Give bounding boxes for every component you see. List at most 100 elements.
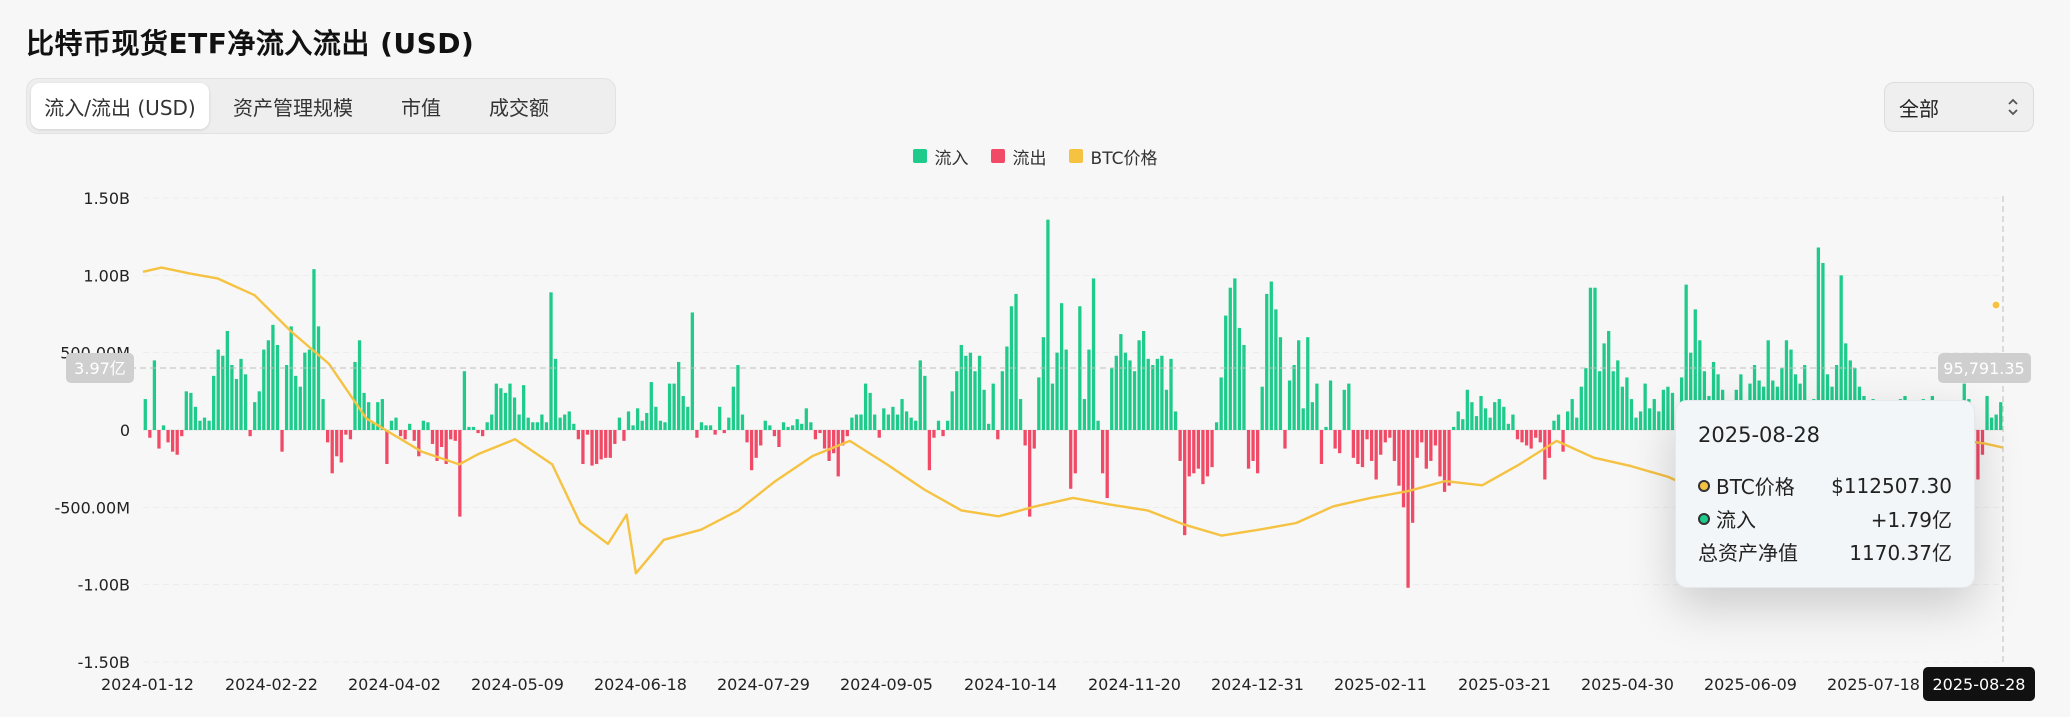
y-tick-label: 1.00B bbox=[83, 266, 130, 285]
outflow-bar bbox=[836, 430, 840, 477]
inflow-bar bbox=[968, 352, 973, 430]
inflow-bar bbox=[216, 349, 220, 430]
inflow-bar bbox=[1652, 399, 1656, 430]
inflow-bar bbox=[1018, 399, 1023, 430]
legend-item-outflow[interactable]: 流出 bbox=[990, 144, 1047, 169]
inflow-bar bbox=[1999, 402, 2003, 430]
inflow-bar bbox=[1593, 287, 1597, 430]
legend-label-inflow: 流入 bbox=[934, 148, 969, 169]
outflow-bar bbox=[1319, 430, 1324, 465]
inflow-bar bbox=[677, 361, 681, 430]
inflow-bar bbox=[1169, 358, 1173, 430]
tab-flows[interactable]: 流入/流出 (USD) bbox=[31, 83, 209, 129]
time-range-select[interactable]: 全部 bbox=[1884, 82, 2034, 132]
outflow-bar bbox=[1410, 430, 1415, 523]
inflow-bar bbox=[303, 352, 307, 430]
inflow-bar bbox=[854, 414, 859, 430]
inflow-bar bbox=[471, 426, 476, 430]
inflow-bar bbox=[950, 391, 954, 430]
tooltip-row-net-assets: 总资产净值 1170.37亿 bbox=[1698, 535, 1952, 568]
inflow-bar bbox=[736, 365, 740, 430]
inflow-bar bbox=[558, 417, 562, 430]
inflow-bar bbox=[1306, 337, 1310, 430]
outflow-bar bbox=[1032, 430, 1036, 449]
inflow-bar bbox=[143, 399, 147, 430]
outflow-bar bbox=[608, 430, 612, 458]
inflow-bar bbox=[1511, 414, 1515, 430]
outflow-bar bbox=[1100, 430, 1105, 474]
inflow-bar bbox=[1597, 371, 1602, 430]
inflow-bar bbox=[955, 371, 959, 430]
inflow-bar bbox=[1064, 349, 1068, 430]
tooltip-value-btc-price: $112507.30 bbox=[1831, 473, 1952, 498]
inflow-bar bbox=[567, 411, 571, 430]
inflow-bar bbox=[790, 425, 795, 430]
inflow-bar bbox=[945, 420, 950, 430]
inflow-dot-icon bbox=[1698, 512, 1710, 525]
x-tick-label: 2024-12-31 bbox=[1211, 675, 1304, 694]
outflow-bar bbox=[166, 430, 170, 443]
outflow-bar bbox=[248, 430, 252, 437]
outflow-bar bbox=[1397, 430, 1401, 486]
tab-market-cap[interactable]: 市值 bbox=[401, 95, 441, 120]
outflow-bar bbox=[157, 430, 161, 449]
inflow-bar bbox=[800, 423, 804, 430]
inflow-bar bbox=[1132, 371, 1137, 430]
outflow-bar bbox=[759, 430, 763, 446]
inflow-bar bbox=[1711, 361, 1716, 430]
legend-item-btc-price[interactable]: BTC价格 bbox=[1068, 144, 1158, 169]
crosshair-left-label: 3.97亿 bbox=[74, 359, 126, 378]
inflow-bar bbox=[1224, 315, 1228, 430]
inflow-bar bbox=[1848, 360, 1852, 430]
inflow-bar bbox=[1260, 386, 1264, 430]
outflow-bar bbox=[1424, 430, 1428, 469]
legend-label-outflow: 流出 bbox=[1012, 148, 1047, 169]
inflow-bar bbox=[859, 414, 863, 430]
inflow-bar bbox=[526, 417, 530, 430]
inflow-bar bbox=[544, 422, 549, 430]
outflow-bar bbox=[1073, 430, 1077, 474]
outflow-bar bbox=[280, 430, 284, 452]
outflow-bar bbox=[175, 430, 179, 455]
legend-label-btc-price: BTC价格 bbox=[1090, 148, 1158, 169]
inflow-bar bbox=[686, 406, 690, 430]
inflow-bar bbox=[1014, 293, 1018, 430]
outflow-bar bbox=[480, 430, 485, 437]
outflow-bar bbox=[1538, 430, 1542, 443]
inflow-bar bbox=[490, 414, 494, 430]
inflow-bar bbox=[1474, 416, 1479, 430]
inflow-bar bbox=[900, 399, 904, 430]
inflow-bar bbox=[895, 414, 900, 430]
tab-aum[interactable]: 资产管理规模 bbox=[233, 95, 353, 120]
inflow-bar bbox=[982, 389, 986, 430]
outflow-bar bbox=[1438, 430, 1442, 477]
inflow-bar bbox=[1055, 352, 1059, 430]
outflow-bar bbox=[1201, 430, 1205, 485]
btc-price-marker bbox=[1991, 300, 2001, 310]
inflow-bar bbox=[868, 392, 872, 430]
inflow-bar bbox=[1050, 383, 1055, 430]
inflow-bar bbox=[1278, 337, 1283, 430]
inflow-bar bbox=[886, 414, 891, 430]
tab-volume[interactable]: 成交额 bbox=[489, 95, 549, 120]
outflow-bar bbox=[932, 430, 936, 438]
inflow-bar bbox=[918, 360, 922, 430]
x-tick-label: 2024-09-05 bbox=[840, 675, 933, 694]
crosshair-right-label-bg bbox=[1938, 353, 2031, 383]
inflow-bar bbox=[1556, 414, 1561, 430]
inflow-bar bbox=[243, 374, 248, 430]
outflow-bar bbox=[713, 430, 717, 435]
outflow-bar bbox=[813, 430, 818, 440]
outflow-bar bbox=[1524, 430, 1529, 446]
legend-item-inflow[interactable]: 流入 bbox=[912, 144, 969, 169]
inflow-bar bbox=[1839, 275, 1843, 430]
outflow-bar bbox=[1447, 430, 1451, 486]
inflow-bar bbox=[161, 425, 166, 430]
inflow-bar bbox=[1620, 386, 1624, 430]
outflow-bar bbox=[444, 430, 448, 465]
inflow-bar bbox=[275, 344, 280, 430]
inflow-bar bbox=[1693, 309, 1697, 430]
inflow-bar bbox=[1087, 349, 1091, 430]
inflow-bar bbox=[1237, 327, 1242, 430]
